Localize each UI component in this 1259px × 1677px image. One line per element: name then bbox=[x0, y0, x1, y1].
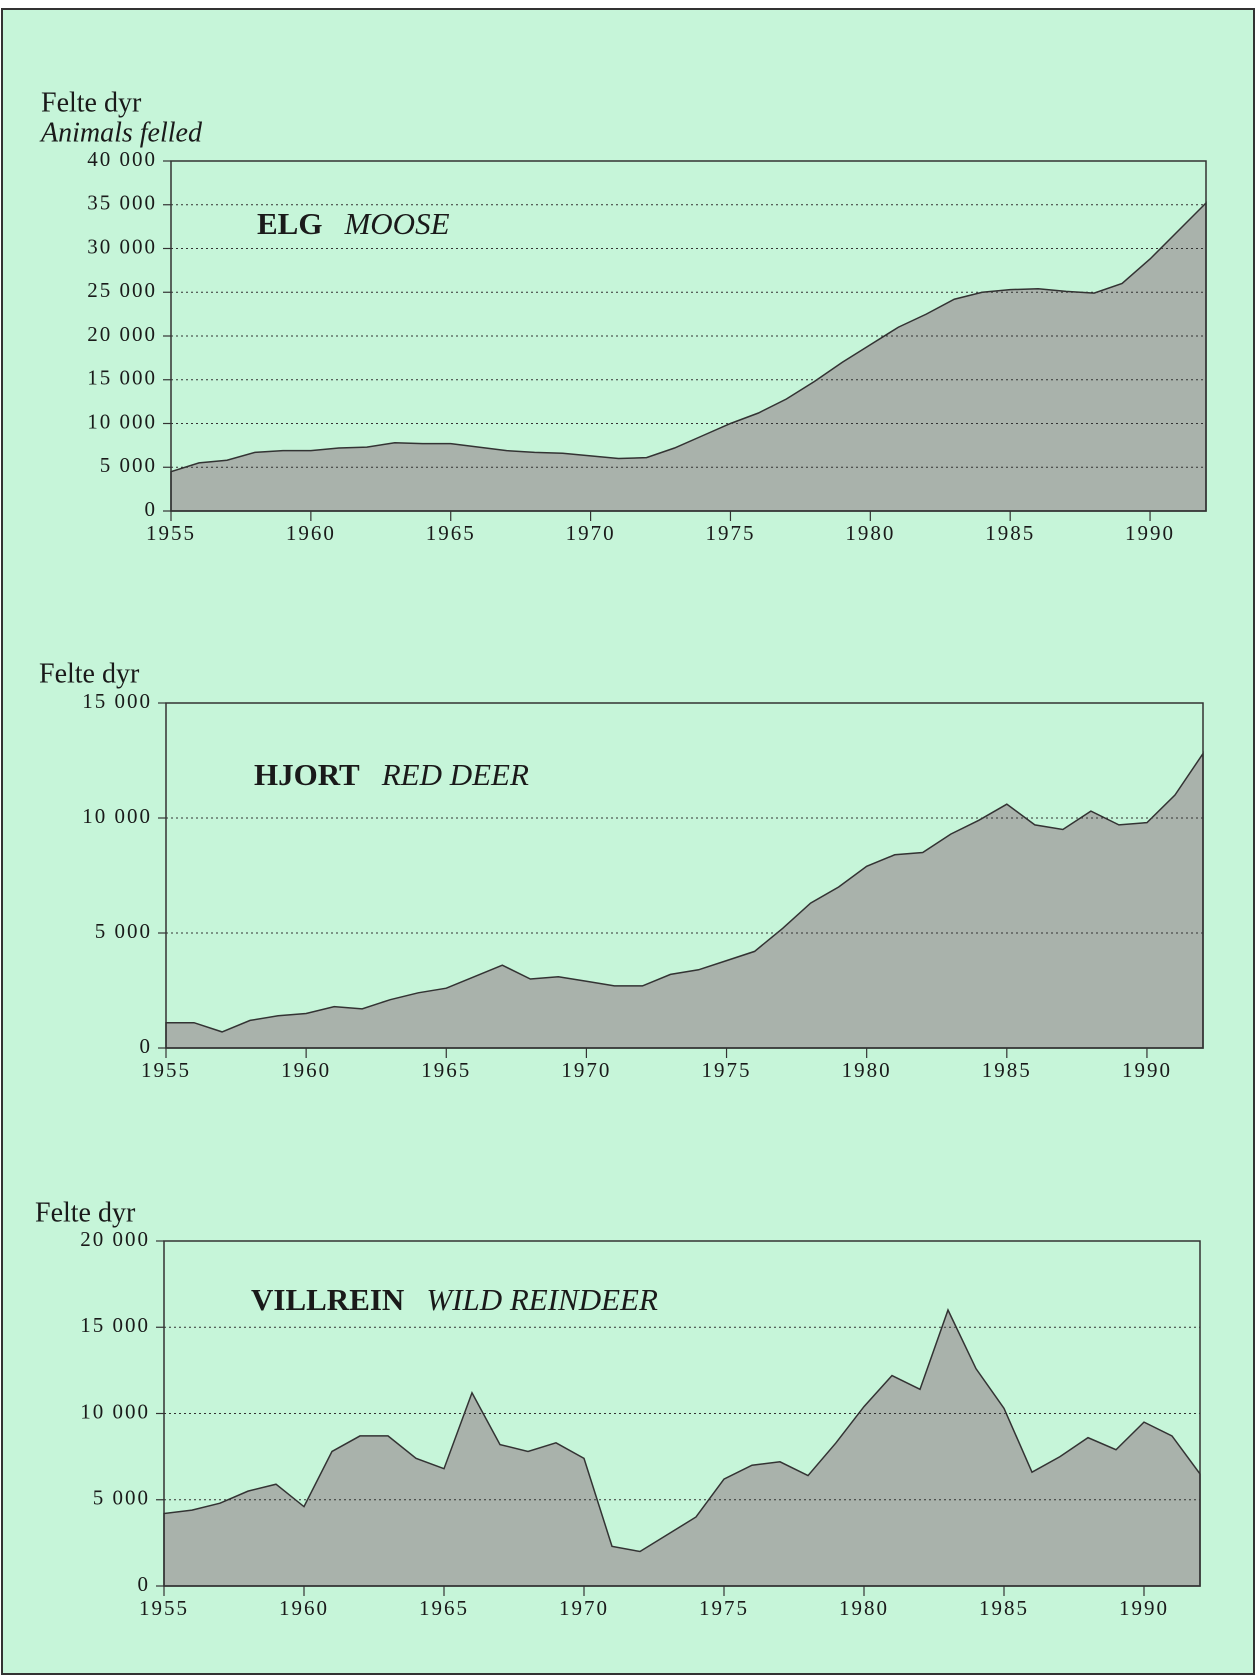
chart-title: HJORT bbox=[254, 757, 360, 792]
y-axis-label: Felte dyr bbox=[41, 87, 142, 118]
x-tick-label: 1955 bbox=[141, 1058, 191, 1082]
chart-title-english: RED DEER bbox=[381, 757, 529, 792]
y-axis-label: Felte dyr bbox=[35, 1197, 136, 1228]
y-tick-label: 15 000 bbox=[82, 689, 152, 713]
y-tick-label: 5 000 bbox=[93, 1486, 150, 1510]
y-tick-label: 10 000 bbox=[82, 804, 152, 828]
x-tick-label: 1975 bbox=[702, 1058, 752, 1082]
y-tick-label: 20 000 bbox=[87, 322, 157, 346]
chart-title-english: WILD REINDEER bbox=[426, 1282, 658, 1317]
plot-frame bbox=[170, 160, 1207, 512]
plot-frame bbox=[165, 702, 1204, 1049]
y-tick-label: 5 000 bbox=[95, 919, 152, 943]
y-tick-label: 25 000 bbox=[87, 278, 157, 302]
x-tick-label: 1990 bbox=[1122, 1058, 1172, 1082]
area bbox=[165, 751, 1204, 1049]
y-tick-label: 30 000 bbox=[87, 234, 157, 258]
x-tick-label: 1965 bbox=[426, 521, 476, 545]
x-tick-label: 1970 bbox=[566, 521, 616, 545]
area bbox=[163, 1308, 1201, 1587]
x-tick-label: 1990 bbox=[1125, 521, 1175, 545]
x-tick-label: 1980 bbox=[839, 1596, 889, 1620]
x-tick-label: 1980 bbox=[845, 521, 895, 545]
y-tick-label: 15 000 bbox=[80, 1313, 150, 1337]
chart-title-english: MOOSE bbox=[343, 206, 449, 241]
y-tick-label: 35 000 bbox=[87, 191, 157, 215]
x-tick-label: 1980 bbox=[842, 1058, 892, 1082]
chart-title: VILLREIN bbox=[251, 1282, 404, 1317]
x-tick-label: 1965 bbox=[419, 1596, 469, 1620]
x-tick-label: 1975 bbox=[705, 521, 755, 545]
x-tick-label: 1955 bbox=[139, 1596, 189, 1620]
area bbox=[170, 201, 1207, 512]
y-tick-label: 15 000 bbox=[87, 366, 157, 390]
y-tick-label: 10 000 bbox=[87, 409, 157, 433]
x-tick-label: 1985 bbox=[979, 1596, 1029, 1620]
x-tick-label: 1970 bbox=[559, 1596, 609, 1620]
x-tick-label: 1985 bbox=[985, 521, 1035, 545]
y-tick-label: 5 000 bbox=[100, 453, 157, 477]
x-tick-label: 1985 bbox=[982, 1058, 1032, 1082]
y-axis-label-english: Animals felled bbox=[39, 117, 203, 148]
y-tick-label: 40 000 bbox=[87, 147, 157, 171]
y-tick-label: 0 bbox=[140, 1034, 153, 1058]
y-tick-label: 20 000 bbox=[80, 1227, 150, 1251]
x-tick-label: 1955 bbox=[146, 521, 196, 545]
chart-title: ELG bbox=[257, 206, 322, 241]
plot-frame bbox=[163, 1240, 1201, 1587]
x-tick-label: 1990 bbox=[1119, 1596, 1169, 1620]
y-tick-label: 10 000 bbox=[80, 1399, 150, 1423]
x-tick-label: 1965 bbox=[421, 1058, 471, 1082]
y-tick-label: 0 bbox=[145, 497, 158, 521]
x-tick-label: 1970 bbox=[561, 1058, 611, 1082]
y-axis-label: Felte dyr bbox=[39, 658, 140, 689]
x-tick-label: 1960 bbox=[279, 1596, 329, 1620]
x-tick-label: 1975 bbox=[699, 1596, 749, 1620]
x-tick-label: 1960 bbox=[281, 1058, 331, 1082]
x-tick-label: 1960 bbox=[286, 521, 336, 545]
y-tick-label: 0 bbox=[138, 1572, 151, 1596]
